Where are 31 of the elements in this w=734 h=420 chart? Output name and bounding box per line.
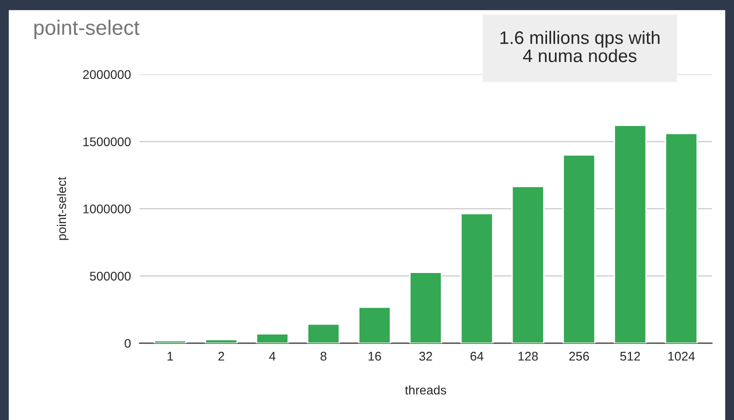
bar <box>614 124 647 344</box>
bar <box>664 132 698 344</box>
y-axis-title: point-select <box>56 176 69 240</box>
x-axis-title: threads <box>405 385 446 395</box>
y-tick-label: 0 <box>124 338 131 348</box>
bar <box>256 333 289 344</box>
x-tick-label: 8 <box>320 352 326 361</box>
chart-title: point-select <box>34 20 140 40</box>
x-tick-label: 64 <box>470 352 484 361</box>
bar <box>358 306 392 344</box>
y-tick-label: 1500000 <box>83 137 131 146</box>
bar <box>306 323 340 344</box>
x-tick-label: 16 <box>368 352 382 361</box>
x-tick-label: 1 <box>168 352 173 361</box>
bar <box>204 338 238 344</box>
bar <box>511 186 544 344</box>
y-tick-label: 500000 <box>90 272 131 281</box>
bar <box>460 212 494 344</box>
x-tick-label: 512 <box>620 352 640 361</box>
x-tick-label: 256 <box>569 352 589 361</box>
x-tick-label: 4 <box>269 352 276 361</box>
x-tick-label: 128 <box>518 352 538 361</box>
bar <box>154 340 187 344</box>
x-tick-label: 2 <box>218 352 224 361</box>
x-tick-label: 1024 <box>668 352 695 361</box>
bar <box>409 272 442 344</box>
y-tick-label: 2000000 <box>83 70 131 79</box>
x-tick-label: 32 <box>419 352 432 361</box>
bar <box>562 154 596 344</box>
y-tick-label: 1000000 <box>83 204 131 214</box>
text: 1.6 millions qps with 4 numa nodes <box>500 30 660 62</box>
